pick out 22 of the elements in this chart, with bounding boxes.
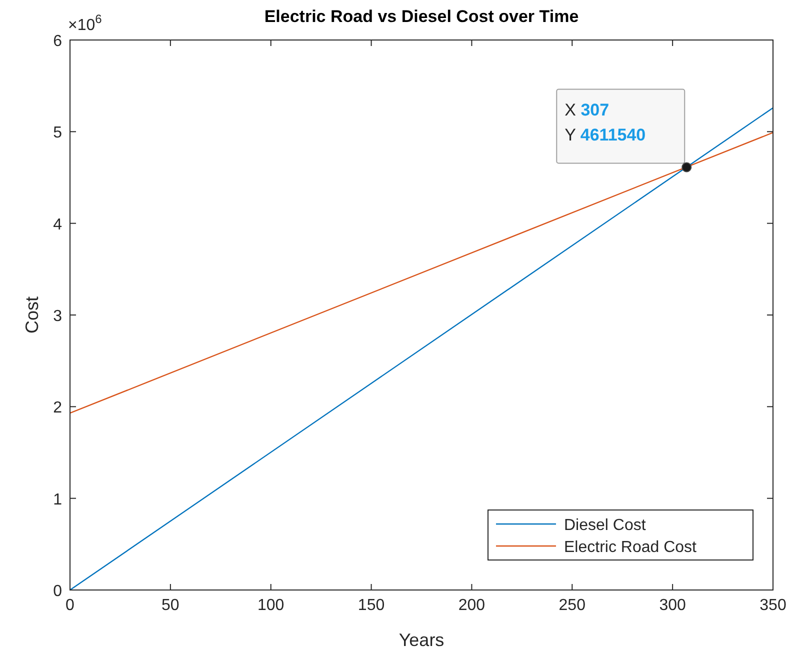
x-tick-label: 100 bbox=[258, 597, 284, 614]
chart-title: Electric Road vs Diesel Cost over Time bbox=[264, 7, 579, 26]
x-tick-label: 300 bbox=[659, 597, 686, 614]
x-tick-label: 350 bbox=[760, 597, 786, 614]
y-tick-label: 0 bbox=[53, 583, 62, 600]
y-tick-label: 4 bbox=[53, 216, 62, 234]
x-tick-label: 50 bbox=[162, 597, 180, 614]
y-tick-label: 6 bbox=[53, 33, 62, 50]
annotation: X 307 Y 4611540 bbox=[564, 100, 646, 144]
y-tick-label: 2 bbox=[53, 400, 62, 417]
x-tick-label: 250 bbox=[558, 597, 586, 614]
y-tick-label: 1 bbox=[53, 491, 62, 508]
x-tick-label: 200 bbox=[458, 597, 486, 614]
y-tick-label: 3 bbox=[53, 308, 62, 325]
x-tick-label: 150 bbox=[358, 597, 385, 614]
legend-label: Diesel Cost bbox=[564, 517, 646, 534]
x-tick-label: 0 bbox=[66, 597, 75, 614]
x-axis-title: Years bbox=[398, 630, 444, 650]
y-axis-title: Cost bbox=[22, 296, 42, 334]
legend-label: Electric Road Cost bbox=[564, 539, 698, 556]
text: ×10$^{6}$ bbox=[68, 12, 102, 34]
y-tick-label: 5 bbox=[53, 124, 62, 142]
